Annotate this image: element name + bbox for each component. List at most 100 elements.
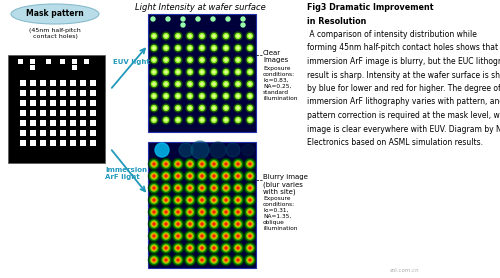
Circle shape: [165, 107, 167, 109]
Circle shape: [172, 219, 184, 230]
Circle shape: [222, 220, 230, 229]
Circle shape: [175, 209, 181, 215]
Circle shape: [160, 170, 172, 182]
Circle shape: [174, 44, 182, 52]
Circle shape: [222, 104, 230, 112]
Circle shape: [148, 158, 160, 170]
Circle shape: [153, 199, 155, 201]
Circle shape: [151, 233, 157, 239]
Circle shape: [177, 119, 179, 121]
Circle shape: [201, 107, 203, 109]
Circle shape: [160, 182, 172, 193]
Circle shape: [212, 162, 216, 166]
Circle shape: [198, 172, 206, 180]
Circle shape: [150, 68, 158, 76]
Circle shape: [189, 223, 191, 225]
Circle shape: [150, 232, 158, 240]
Bar: [80, 90, 86, 96]
Bar: [72, 65, 77, 70]
Text: A comparison of intensity distribution while: A comparison of intensity distribution w…: [307, 30, 477, 39]
Circle shape: [177, 95, 179, 97]
Circle shape: [220, 170, 232, 182]
Circle shape: [237, 71, 239, 73]
Circle shape: [222, 92, 230, 100]
Circle shape: [177, 199, 179, 201]
Circle shape: [189, 95, 191, 97]
Circle shape: [165, 59, 167, 61]
Circle shape: [181, 23, 185, 27]
Circle shape: [232, 207, 243, 217]
Circle shape: [212, 46, 216, 51]
Circle shape: [249, 83, 251, 85]
Bar: [20, 80, 26, 86]
Circle shape: [222, 68, 230, 76]
Circle shape: [162, 56, 170, 64]
Circle shape: [162, 195, 170, 205]
Circle shape: [210, 32, 218, 40]
Circle shape: [148, 195, 160, 205]
Circle shape: [223, 185, 229, 191]
Circle shape: [236, 222, 240, 226]
Circle shape: [246, 92, 254, 100]
Bar: [80, 80, 86, 86]
Circle shape: [246, 195, 254, 205]
Circle shape: [151, 257, 157, 263]
Circle shape: [234, 116, 242, 124]
Circle shape: [210, 244, 218, 252]
Circle shape: [236, 174, 240, 178]
Circle shape: [184, 230, 196, 242]
Circle shape: [212, 70, 216, 75]
Circle shape: [225, 187, 227, 189]
Circle shape: [213, 119, 215, 121]
Circle shape: [189, 187, 191, 189]
Circle shape: [247, 161, 253, 167]
Circle shape: [224, 258, 228, 262]
Circle shape: [211, 185, 217, 191]
Circle shape: [150, 255, 158, 264]
Text: zol.com.cn: zol.com.cn: [390, 268, 420, 273]
Bar: [50, 110, 56, 116]
Bar: [50, 80, 56, 86]
Circle shape: [208, 207, 220, 217]
Circle shape: [201, 187, 203, 189]
Circle shape: [237, 175, 239, 177]
Circle shape: [247, 197, 253, 203]
Circle shape: [177, 247, 179, 249]
Circle shape: [249, 235, 251, 237]
Circle shape: [248, 222, 252, 226]
Text: Mask pattern: Mask pattern: [26, 9, 84, 19]
Circle shape: [223, 245, 229, 251]
Circle shape: [175, 173, 181, 179]
Bar: [30, 90, 36, 96]
Circle shape: [237, 83, 239, 85]
Circle shape: [249, 223, 251, 225]
Circle shape: [224, 234, 228, 238]
Circle shape: [177, 35, 179, 37]
Circle shape: [246, 68, 254, 76]
Text: EUV light: EUV light: [113, 59, 150, 65]
Circle shape: [152, 222, 156, 226]
Circle shape: [189, 71, 191, 73]
Circle shape: [163, 173, 169, 179]
Circle shape: [200, 93, 204, 98]
Circle shape: [188, 58, 192, 63]
Circle shape: [211, 233, 217, 239]
Circle shape: [201, 163, 203, 165]
Bar: [20, 100, 26, 106]
Circle shape: [223, 257, 229, 263]
Circle shape: [176, 70, 180, 75]
Circle shape: [211, 173, 217, 179]
Circle shape: [164, 186, 168, 190]
Circle shape: [232, 158, 243, 170]
Circle shape: [162, 255, 170, 264]
Bar: [60, 130, 66, 136]
Circle shape: [184, 195, 196, 205]
Circle shape: [176, 174, 180, 178]
Circle shape: [189, 247, 191, 249]
Circle shape: [184, 254, 196, 265]
Circle shape: [236, 70, 240, 75]
Circle shape: [247, 173, 253, 179]
Circle shape: [198, 183, 206, 192]
Bar: [90, 80, 96, 86]
Circle shape: [225, 95, 227, 97]
